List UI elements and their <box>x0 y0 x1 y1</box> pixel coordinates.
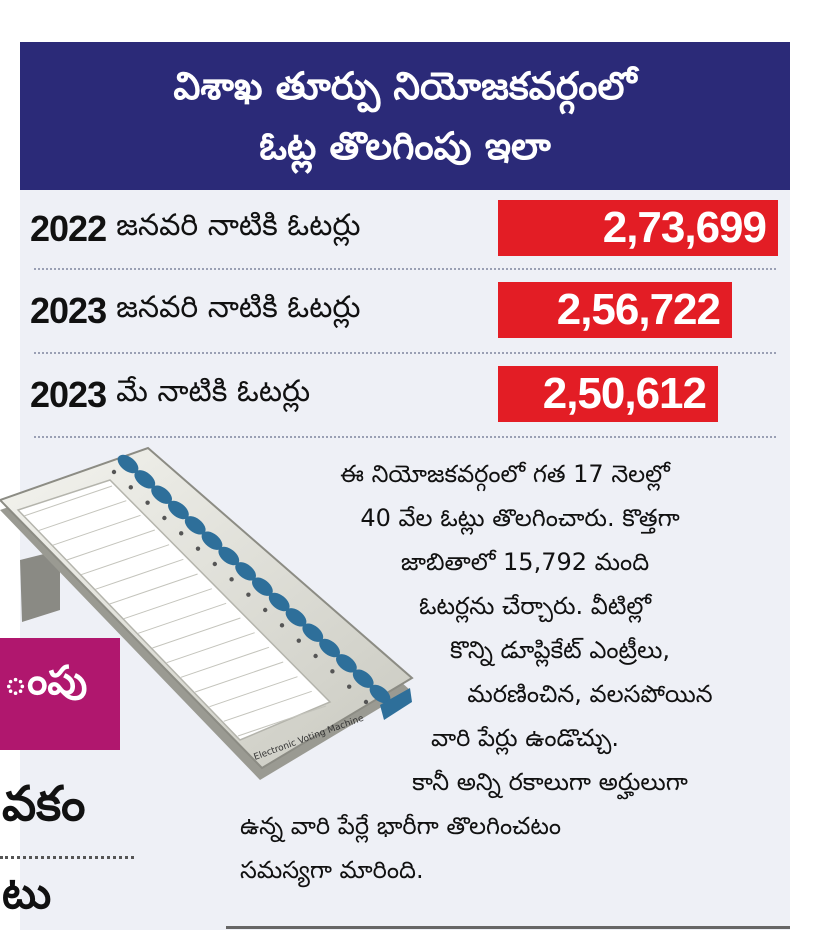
paragraph-line: 40 వేల ఓట్లు తొలగించారు. కొత్తగా <box>360 504 680 532</box>
article-paragraph: ఈ నియోజకవర్గంలో గత 17 నెలల్లో 40 వేల ఓట్… <box>240 452 770 892</box>
evm-candidate-button <box>302 623 324 642</box>
evm-indicator-light <box>347 684 352 689</box>
evm-label-row <box>80 544 170 576</box>
evm-indicator-light <box>179 531 184 536</box>
side-banner: ంపు <box>0 638 120 750</box>
evm-indicator-light <box>195 546 201 551</box>
evm-indicator-light <box>330 669 335 674</box>
header-line-1: విశాఖ తూర్పు నియోజకవర్గంలో <box>173 64 637 108</box>
evm-candidate-button <box>268 592 290 612</box>
row-label: మే నాటికి ఓటర్లు <box>116 374 311 409</box>
evm-indicator-light <box>246 592 251 597</box>
evm-label-row <box>109 573 198 605</box>
evm-candidate-button <box>235 562 256 581</box>
paragraph-line: ఓటర్లను చేర్చారు. వీటిల్లో <box>418 592 652 620</box>
paragraph-line: మరణించిన, వలసపోయిన <box>467 680 713 708</box>
side-subtext: టు <box>2 868 52 919</box>
evm-candidate-button <box>134 470 156 489</box>
evm-label-row <box>95 558 184 590</box>
evm-indicator-light <box>145 500 150 505</box>
evm-candidate-button <box>201 531 223 550</box>
voter-count-badge: 2,56,722 <box>498 282 732 338</box>
voters-row-2023-may: 2023 మే నాటికి ఓటర్లు 2,50,612 <box>30 360 780 430</box>
paragraph-line: సమస్యగా మారింది. <box>240 856 424 884</box>
evm-label-row <box>38 500 127 532</box>
row-divider <box>34 352 776 354</box>
box-bottom-rule <box>226 926 790 929</box>
evm-candidate-button <box>352 669 374 688</box>
paragraph-line: వారి పేర్లు ఉండొచ్చు. <box>430 724 620 752</box>
evm-candidate-button <box>285 608 307 627</box>
paragraph-line: కానీ అన్ని రకాలుగా అర్హులుగా <box>412 768 688 796</box>
evm-candidate-button <box>218 546 240 566</box>
evm-label-row <box>152 617 241 649</box>
row-divider <box>34 268 776 270</box>
paragraph-line: కొన్ని డూప్లికేట్ ఎంట్రీలు, <box>449 636 671 664</box>
voter-count-badge: 2,73,699 <box>498 200 778 256</box>
paragraph-line: ఈ నియోజకవర్గంలో గత 17 నెలల్లో <box>340 460 670 488</box>
side-banner-text: ంపు <box>4 658 88 704</box>
paragraph-line: జాబితాలో 15,792 మంది <box>400 548 650 576</box>
evm-indicator-light <box>313 653 318 659</box>
evm-indicator-light <box>162 515 167 521</box>
paragraph-line: ఉన్న వారి పేర్లే భారీగా తొలగించటం <box>240 812 562 840</box>
evm-label-row <box>52 514 141 546</box>
side-heading: వకం <box>2 776 86 832</box>
header-line-2: ఓట్ల తొలగింపు ఇలా <box>259 124 551 168</box>
evm-buttons <box>111 454 391 705</box>
evm-candidate-button <box>252 577 273 596</box>
evm-candidate-button <box>168 500 189 520</box>
row-year: 2022 <box>30 208 107 249</box>
row-year: 2023 <box>30 374 107 415</box>
row-label: జనవరి నాటికి ఓటర్లు <box>116 208 361 243</box>
evm-label-row <box>123 588 213 620</box>
side-divider <box>0 856 134 859</box>
infobox-header: విశాఖ తూర్పు నియోజకవర్గంలో ఓట్ల తొలగింపు… <box>20 42 790 190</box>
evm-label-row <box>137 602 227 634</box>
voters-row-2022-jan: 2022 జనవరి నాటికి ఓటర్లు 2,73,699 <box>30 194 780 264</box>
row-divider <box>34 436 776 438</box>
evm-indicator-light <box>263 607 268 613</box>
evm-candidate-button <box>319 638 340 658</box>
evm-indicator-light <box>212 561 217 567</box>
evm-machine-image: Electronic Voting Machine <box>0 446 414 780</box>
evm-label-row <box>23 485 113 517</box>
row-label: జనవరి నాటికి ఓటర్లు <box>116 290 361 325</box>
evm-indicator-light <box>296 638 301 643</box>
evm-label-row <box>166 632 255 664</box>
evm-candidate-button <box>369 684 391 704</box>
evm-indicator-light <box>128 485 133 490</box>
evm-label-lines <box>23 485 327 737</box>
evm-label-row <box>195 661 284 693</box>
evm-label-row <box>66 529 155 561</box>
evm-label-row <box>237 705 327 737</box>
evm-indicator-light <box>111 469 117 475</box>
evm-label-row <box>223 690 312 722</box>
voter-count-badge: 2,50,612 <box>498 366 718 422</box>
evm-indicator-light <box>363 699 369 705</box>
evm-indicator-light <box>229 577 234 582</box>
evm-label-row <box>209 676 298 708</box>
evm-candidate-button <box>184 516 206 535</box>
evm-indicator-light <box>279 623 285 628</box>
evm-candidate-button <box>117 454 139 474</box>
evm-candidate-button <box>151 485 172 504</box>
row-year: 2023 <box>30 290 107 331</box>
evm-candidate-button <box>336 654 357 673</box>
voters-row-2023-jan: 2023 జనవరి నాటికి ఓటర్లు 2,56,722 <box>30 276 780 346</box>
evm-label-row <box>180 646 270 678</box>
